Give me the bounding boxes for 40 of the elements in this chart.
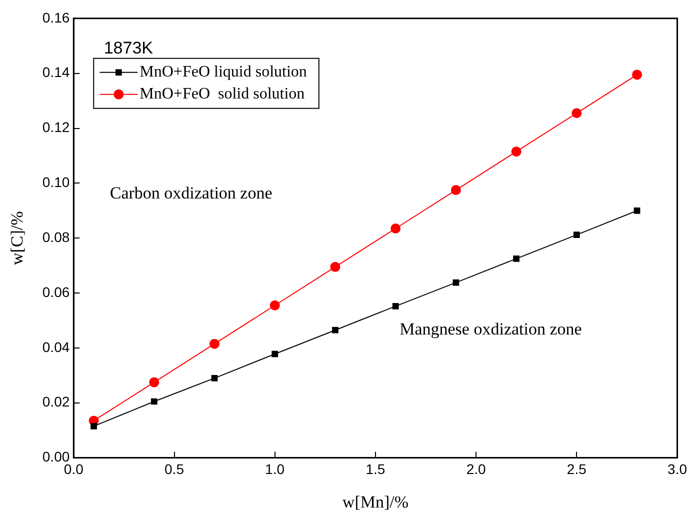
x-tick-label: 1.5 <box>366 461 386 478</box>
point <box>634 207 640 214</box>
point <box>513 256 520 262</box>
point <box>149 377 160 388</box>
point <box>632 70 642 80</box>
point <box>211 374 218 382</box>
point <box>332 326 338 334</box>
legend-label: MnO+FeO liquid solution <box>140 64 307 81</box>
y-tick-label: 0.16 <box>42 9 70 26</box>
annotation: 1873K <box>104 38 154 58</box>
point <box>511 146 522 157</box>
point <box>392 303 399 310</box>
legend-label: MnO+FeO solid solution <box>140 86 305 103</box>
y-tick-label: 0.04 <box>42 338 70 355</box>
point <box>330 262 340 272</box>
point <box>272 350 278 358</box>
point <box>390 223 401 234</box>
y-tick-label: 0.08 <box>42 228 70 245</box>
x-tick-label: 3.0 <box>668 461 688 478</box>
annotation: Carbon oxdization zone <box>110 183 272 202</box>
x-tick-label: 0.5 <box>164 461 184 478</box>
y-tick-label: 0.12 <box>42 119 70 136</box>
point <box>572 108 582 118</box>
x-axis-title: w[Mn]/% <box>342 492 409 512</box>
point <box>573 232 580 238</box>
y-tick-label: 0.14 <box>42 64 70 80</box>
y-tick-label: 0.10 <box>42 174 70 190</box>
x-tick-label: 1.0 <box>265 461 285 478</box>
point <box>150 398 158 405</box>
point <box>209 338 220 349</box>
point <box>270 300 280 310</box>
y-axis-title: w[C]/% <box>8 211 27 266</box>
annotation: Mangnese oxdization zone <box>400 320 582 339</box>
point <box>452 279 460 286</box>
point <box>90 423 97 430</box>
x-tick-label: 2.5 <box>566 461 587 478</box>
y-tick-label: 0.06 <box>42 284 70 300</box>
y-tick-label: 0.02 <box>42 394 70 410</box>
point <box>450 185 461 196</box>
x-tick-label: 2.0 <box>466 461 486 478</box>
